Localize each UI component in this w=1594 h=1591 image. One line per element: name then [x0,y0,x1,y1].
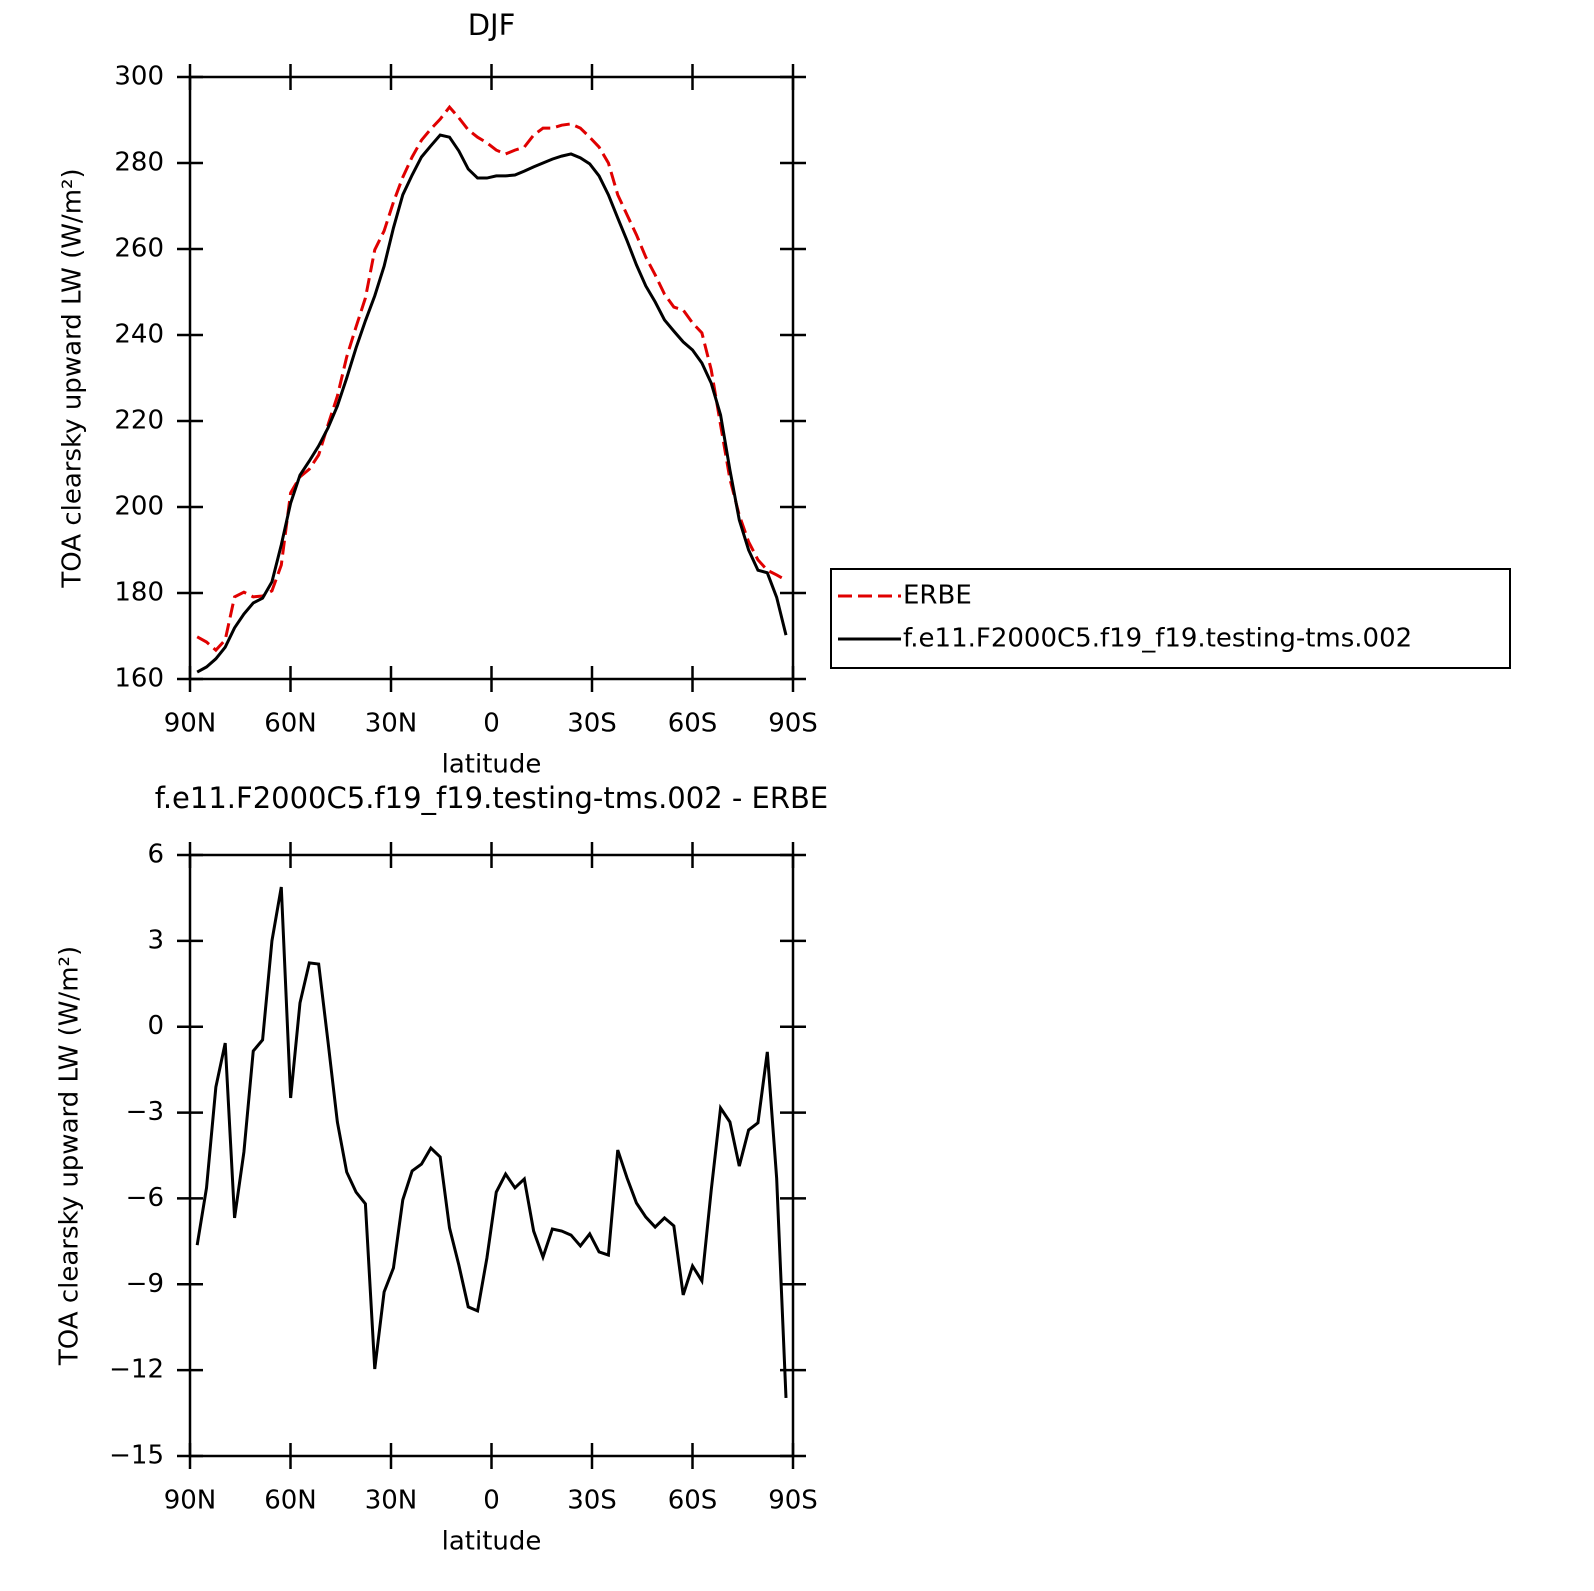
x-tick-label: 60S [668,709,718,739]
x-tick-label: 60S [668,1486,718,1516]
x-tick-label: 90S [768,1486,818,1516]
data-line [196,104,787,653]
x-tick-label: 90S [768,709,818,739]
x-tick-label: 0 [483,1486,500,1516]
y-tick-label: −6 [126,1183,164,1213]
y-tick-label: 220 [114,406,164,436]
chart-title: DJF [468,8,516,42]
y-tick-label: 200 [114,492,164,522]
x-tick-label: 30N [365,1486,418,1516]
y-tick-label: −9 [126,1269,164,1299]
x-tick-label: 30N [365,709,418,739]
y-tick-label: 160 [114,664,164,694]
data-line [196,133,788,674]
y-tick-label: −15 [109,1441,164,1471]
y-tick-label: 180 [114,578,164,608]
chart-title: f.e11.F2000C5.f19_f19.testing-tms.002 - … [155,781,829,815]
legend-label: f.e11.F2000C5.f19_f19.testing-tms.002 [903,624,1412,654]
y-tick-label: 0 [147,1011,164,1041]
x-tick-label: 90N [164,709,217,739]
y-tick-label: −12 [109,1355,164,1385]
x-tick-label: 30S [567,709,617,739]
x-tick-label: 90N [164,1486,217,1516]
y-tick-label: 300 [114,62,164,92]
x-tick-label: 60N [264,1486,317,1516]
plot-frame [188,853,795,1458]
x-tick-label: 0 [483,709,500,739]
y-tick-label: −3 [126,1097,164,1127]
y-tick-label: 3 [147,925,164,955]
y-tick-label: 240 [114,320,164,350]
x-axis-label: latitude [442,1527,542,1557]
y-tick-label: 280 [114,148,164,178]
x-tick-label: 60N [264,709,317,739]
y-axis-label: TOA clearsky upward LW (W/m²) [58,168,88,588]
x-tick-label: 30S [567,1486,617,1516]
y-tick-label: 260 [114,234,164,264]
legend-box [830,568,1511,669]
plot-frame [188,75,795,681]
legend-label: ERBE [903,581,972,611]
data-line [195,886,788,1398]
y-tick-label: 6 [147,840,164,870]
x-axis-label: latitude [442,750,542,780]
y-axis-label: TOA clearsky upward LW (W/m²) [55,946,85,1366]
